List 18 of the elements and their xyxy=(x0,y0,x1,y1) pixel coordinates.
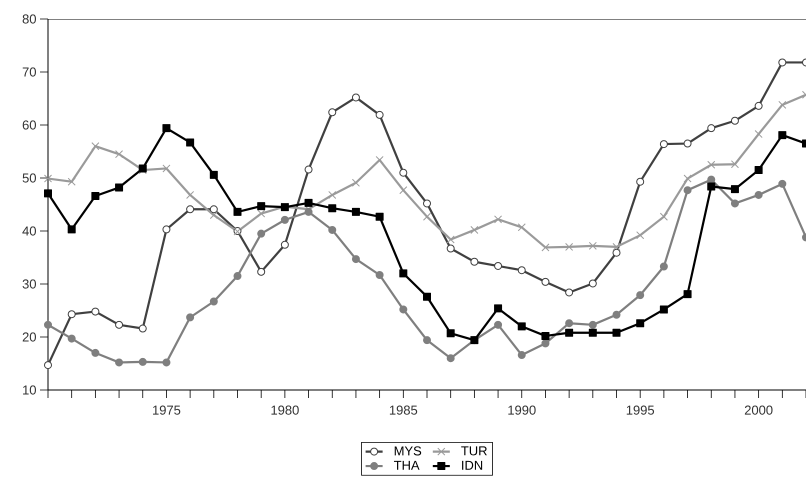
y-tick-label: 80 xyxy=(22,14,36,24)
legend-label: IDN xyxy=(462,460,482,470)
x-tick-label: 1980 xyxy=(271,406,299,415)
y-tick-label: 10 xyxy=(23,385,36,395)
legend-label: MYS xyxy=(394,446,422,456)
x-tick-label: 1995 xyxy=(626,406,654,415)
y-tick-label: 20 xyxy=(22,332,36,342)
legend-label: THA xyxy=(394,460,420,470)
y-tick-label: 40 xyxy=(22,226,36,236)
x-tick-label: 1975 xyxy=(153,406,180,415)
x-tick-label: 1990 xyxy=(508,406,536,415)
legend-label: TUR xyxy=(461,446,487,456)
x-tick-label: 1985 xyxy=(390,406,418,415)
y-tick-label: 30 xyxy=(22,279,36,289)
x-tick-label: 2000 xyxy=(744,406,773,415)
y-tick-label: 60 xyxy=(22,120,36,130)
y-tick-label: 70 xyxy=(22,67,36,77)
y-tick-label: 50 xyxy=(22,173,36,183)
